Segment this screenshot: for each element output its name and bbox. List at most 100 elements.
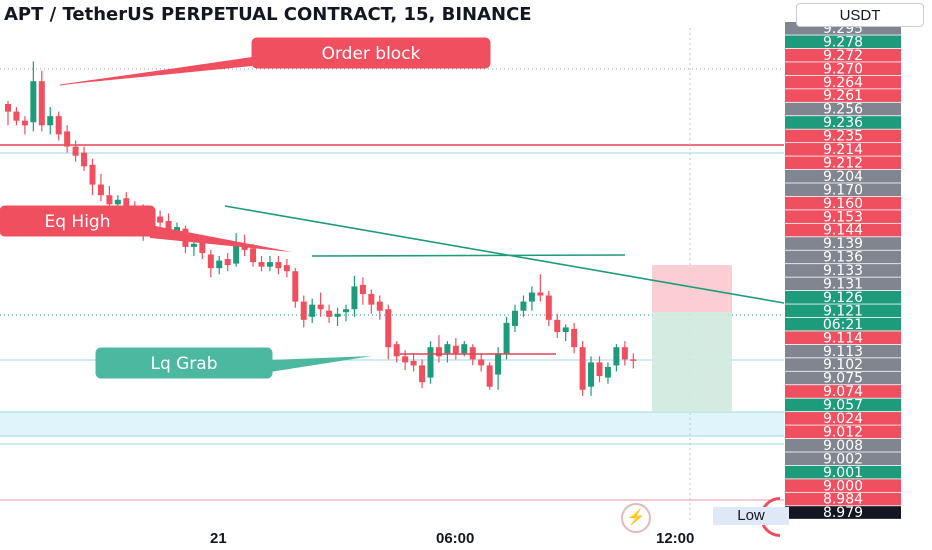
equal-high-line[interactable] xyxy=(311,254,626,257)
price-label-bg xyxy=(785,62,901,75)
price-label: 9.131 xyxy=(823,277,863,293)
currency-button[interactable]: USDT xyxy=(796,3,924,27)
price-label: 9.136 xyxy=(823,250,863,266)
candle-body xyxy=(174,227,180,232)
candle-body xyxy=(292,271,299,302)
candle-body xyxy=(351,286,358,310)
candle-body xyxy=(72,146,79,156)
price-label: 9.133 xyxy=(823,263,863,279)
candle-body xyxy=(106,195,113,205)
candle-body xyxy=(343,309,349,313)
candle-body xyxy=(528,292,535,302)
candle-body xyxy=(157,216,164,223)
candle-body xyxy=(359,284,366,294)
candle-body xyxy=(427,347,434,378)
price-label: 9.002 xyxy=(823,451,863,467)
price-label: 9.075 xyxy=(823,371,863,387)
candle-body xyxy=(571,328,578,348)
price-label: 06:21 xyxy=(823,317,863,333)
price-label-bg xyxy=(785,102,901,116)
candle-body xyxy=(545,295,552,320)
candle-body xyxy=(402,356,409,363)
candle-body xyxy=(47,116,54,126)
price-label-bg xyxy=(785,250,901,264)
eq-high-pointer xyxy=(150,225,292,252)
candle-body xyxy=(368,294,375,305)
candle-body xyxy=(486,365,493,387)
candle-body xyxy=(266,262,273,267)
price-label-bg xyxy=(785,237,901,250)
candle-body xyxy=(537,292,544,296)
candle-body xyxy=(334,313,341,317)
candle-body xyxy=(495,353,502,375)
tradingview-logo-icon[interactable]: ⚡ xyxy=(621,503,651,533)
price-label-bg xyxy=(785,143,901,156)
candle-body xyxy=(165,221,172,232)
price-label-bg xyxy=(785,358,901,371)
price-label: 9.008 xyxy=(823,438,863,454)
lq-grab-callout[interactable] xyxy=(95,347,273,379)
price-label-bg xyxy=(785,48,901,62)
candle-body xyxy=(512,310,518,326)
candle-body xyxy=(410,360,417,366)
price-label-bg xyxy=(785,210,901,223)
price-label: 9.278 xyxy=(823,34,863,50)
price-label: 8.984 xyxy=(823,492,863,508)
price-label-bg xyxy=(785,398,901,412)
price-label-bg xyxy=(785,492,901,506)
candle-body xyxy=(224,259,231,266)
candle-body xyxy=(326,310,333,317)
candle-body xyxy=(250,248,257,263)
price-label: 9.012 xyxy=(823,424,863,440)
price-label: 9.113 xyxy=(823,344,863,360)
price-label-bg xyxy=(785,196,901,210)
price-label-bg xyxy=(785,89,901,102)
low-price-label: Low xyxy=(713,507,789,525)
candle-body xyxy=(216,260,223,269)
price-label: 8.979 xyxy=(823,505,863,521)
price-label: 9.001 xyxy=(823,465,863,481)
price-label-bg xyxy=(785,183,901,197)
price-label-bg xyxy=(785,304,901,318)
candle-body xyxy=(503,322,510,354)
order-block-pointer-line xyxy=(59,57,253,86)
price-label: 9.272 xyxy=(823,48,863,64)
price-label-bg xyxy=(785,344,901,358)
candle-body xyxy=(38,81,45,126)
candle-body xyxy=(258,262,265,267)
price-label: 9.121 xyxy=(823,303,863,319)
candle-body xyxy=(30,81,37,123)
candle-body xyxy=(309,304,316,317)
price-label: 9.270 xyxy=(823,61,863,77)
price-label: 9.153 xyxy=(823,209,863,225)
candle-body xyxy=(444,344,451,354)
order-block-callout[interactable] xyxy=(251,37,491,69)
price-label-bg xyxy=(785,35,901,49)
chart-title: APT / TetherUS PERPETUAL CONTRACT, 15, B… xyxy=(4,4,532,25)
candle-body xyxy=(199,240,206,253)
lq-grab-pointer xyxy=(270,356,372,372)
candle-body xyxy=(393,344,400,357)
eq-high-callout[interactable] xyxy=(0,205,156,237)
price-label-bg xyxy=(785,438,901,452)
descending-trendline[interactable] xyxy=(224,205,785,304)
price-label: 9.261 xyxy=(823,88,863,104)
candle-body xyxy=(97,184,104,196)
take-profit-zone[interactable] xyxy=(652,312,732,412)
price-label: 9.160 xyxy=(823,196,863,212)
candle-body xyxy=(376,301,383,311)
price-label-bg xyxy=(785,223,901,237)
candle-body xyxy=(55,116,62,135)
candle-body xyxy=(452,345,459,354)
price-label: 9.114 xyxy=(823,330,863,346)
candle-body xyxy=(630,359,637,361)
price-label-bg xyxy=(785,479,901,492)
price-label: 9.214 xyxy=(823,142,863,158)
price-label-bg xyxy=(785,277,901,291)
price-label-bg xyxy=(785,371,901,385)
price-label: 9.170 xyxy=(823,182,863,198)
price-label: 9.256 xyxy=(823,102,863,118)
stop-loss-zone[interactable] xyxy=(652,265,732,312)
price-label-bg xyxy=(785,425,901,439)
